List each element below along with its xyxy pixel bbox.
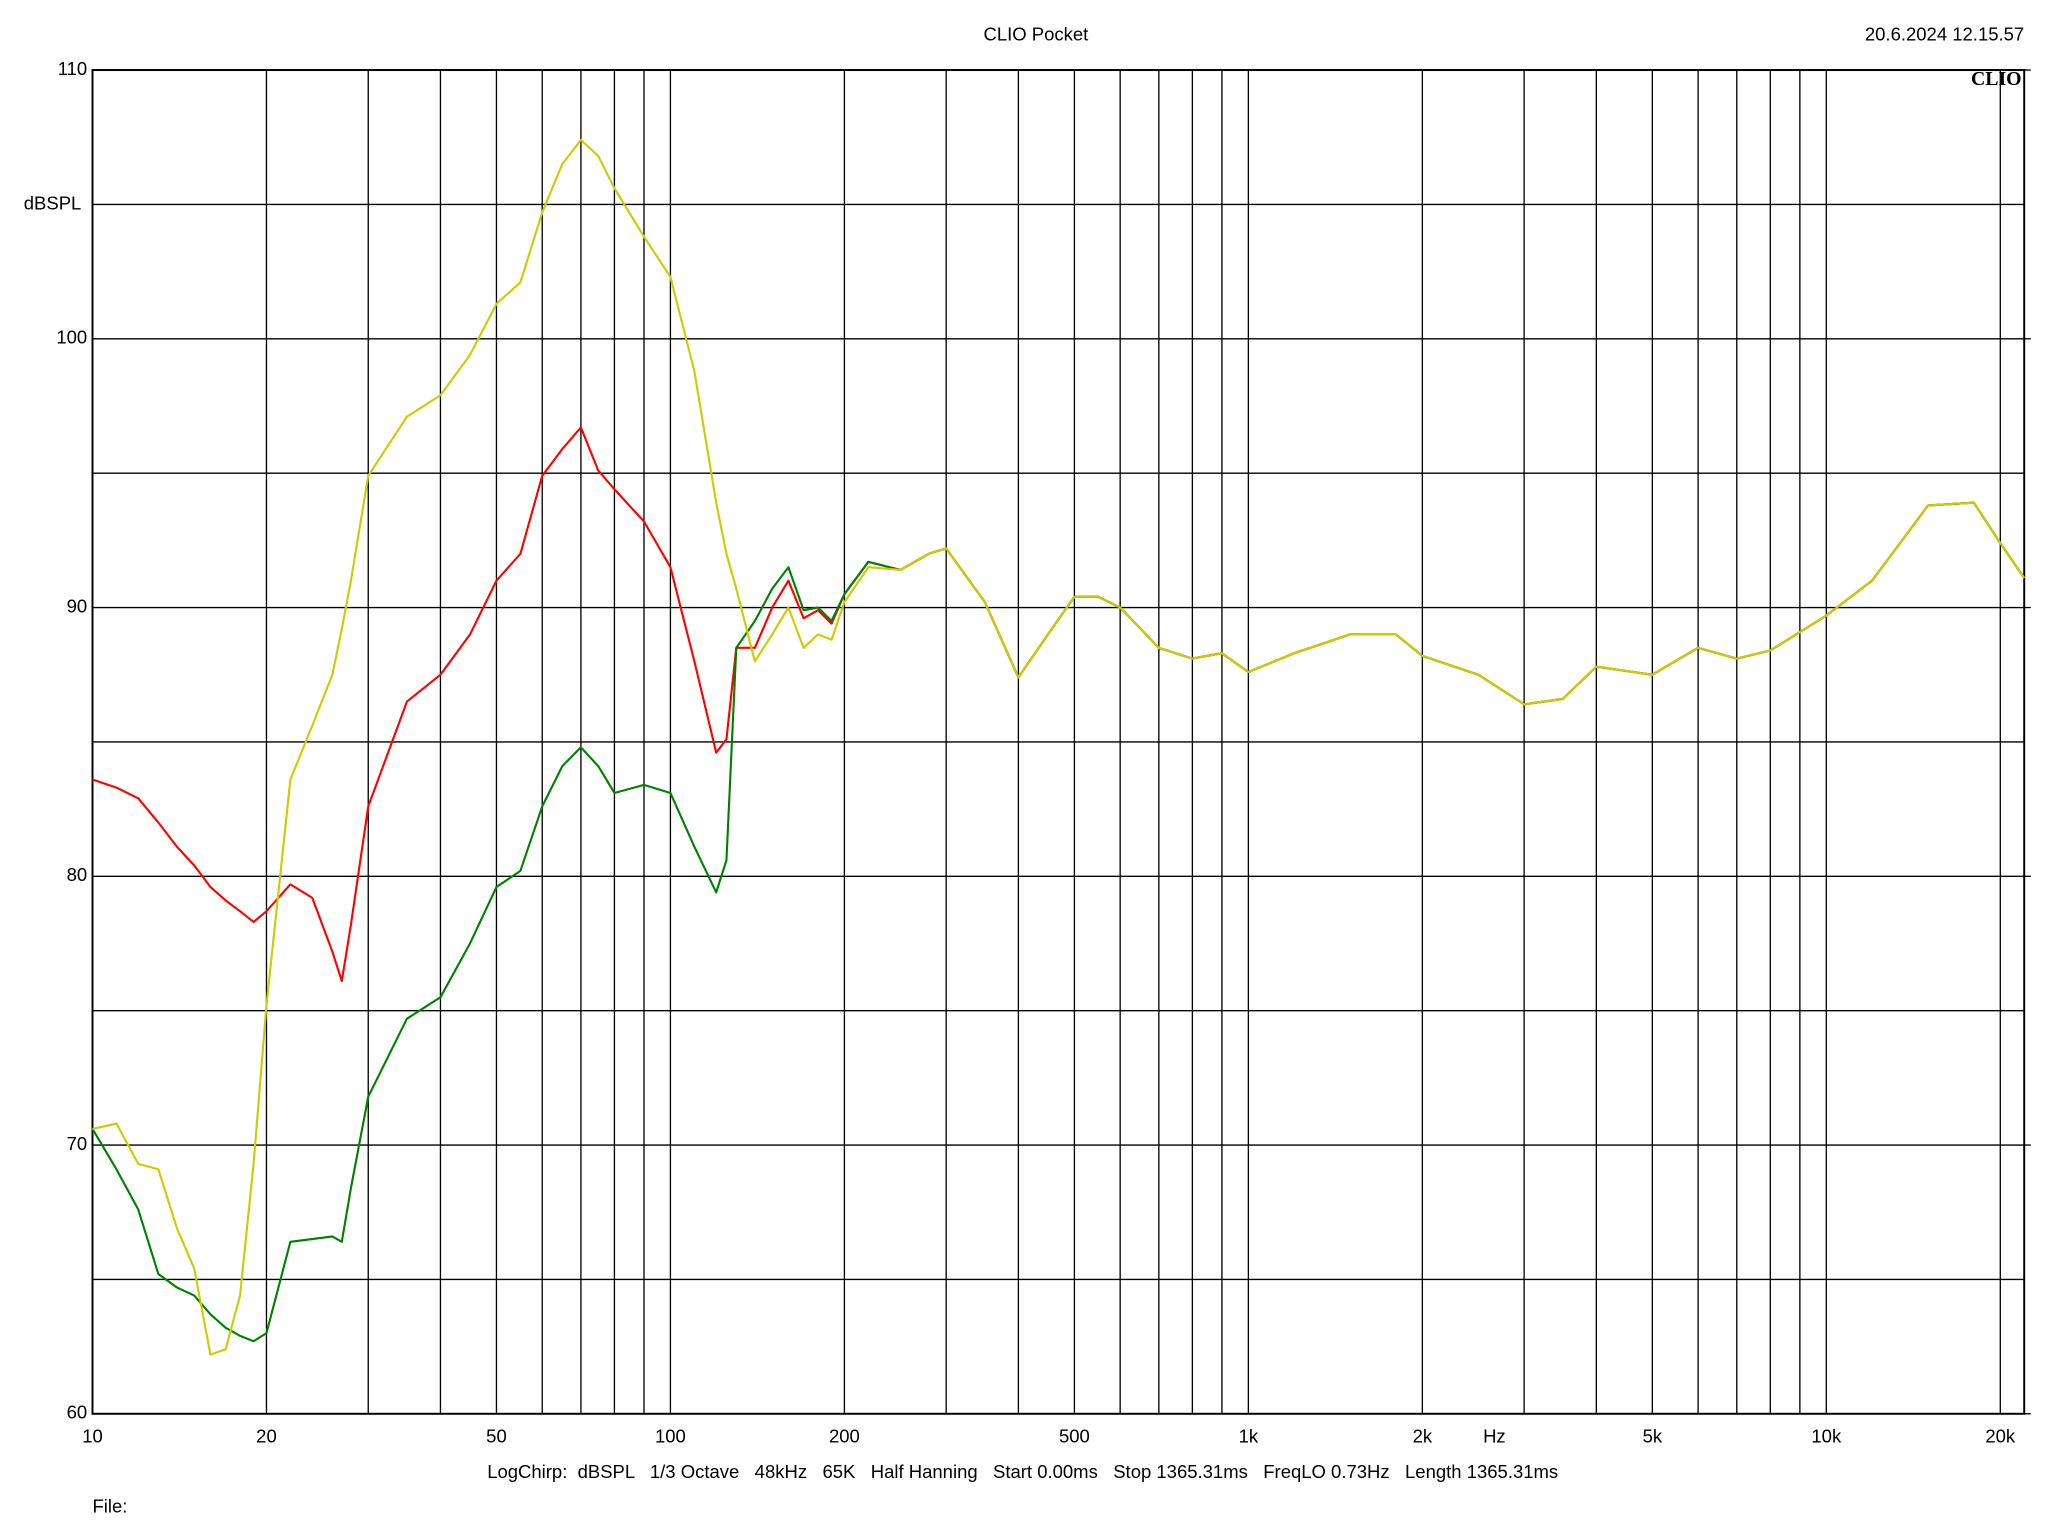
x-tick-label: 50 bbox=[486, 1425, 507, 1446]
x-axis-label: Hz bbox=[1483, 1425, 1506, 1446]
series-line bbox=[92, 138, 2026, 1356]
y-tick-label: 60 bbox=[67, 1402, 88, 1423]
y-tick-label: 80 bbox=[67, 864, 88, 885]
x-tick-label: 100 bbox=[655, 1425, 686, 1446]
y-tick-label: 110 bbox=[58, 58, 87, 79]
x-tick-label: 500 bbox=[1059, 1425, 1090, 1446]
x-tick-label: 1k bbox=[1239, 1425, 1259, 1446]
plot-frame bbox=[91, 69, 2026, 1415]
y-tick-label: 70 bbox=[67, 1133, 88, 1154]
y-tick-label: 90 bbox=[67, 595, 88, 616]
y-tick-label: 100 bbox=[56, 327, 87, 348]
series-line bbox=[91, 501, 2026, 1343]
file-label: File: bbox=[92, 1495, 127, 1516]
x-tick-label: 10k bbox=[1811, 1425, 1842, 1446]
x-tick-label: 10 bbox=[82, 1425, 103, 1446]
chart-title: CLIO Pocket bbox=[983, 24, 1088, 45]
timestamp: 20.6.2024 12.15.57 bbox=[1865, 24, 2024, 45]
x-tick-label: 20 bbox=[256, 1425, 277, 1446]
x-tick-label: 200 bbox=[829, 1425, 860, 1446]
x-tick-label: 2k bbox=[1413, 1425, 1433, 1446]
y-axis-label: dBSPL bbox=[24, 193, 82, 214]
series-line bbox=[92, 426, 2026, 983]
logo: CLIO bbox=[1971, 68, 2022, 90]
footer: LogChirp: dBSPL 1/3 Octave 48kHz 65K Hal… bbox=[487, 1461, 1558, 1482]
x-tick-label: 20k bbox=[1985, 1425, 2016, 1446]
x-tick-label: 5k bbox=[1643, 1425, 1663, 1446]
